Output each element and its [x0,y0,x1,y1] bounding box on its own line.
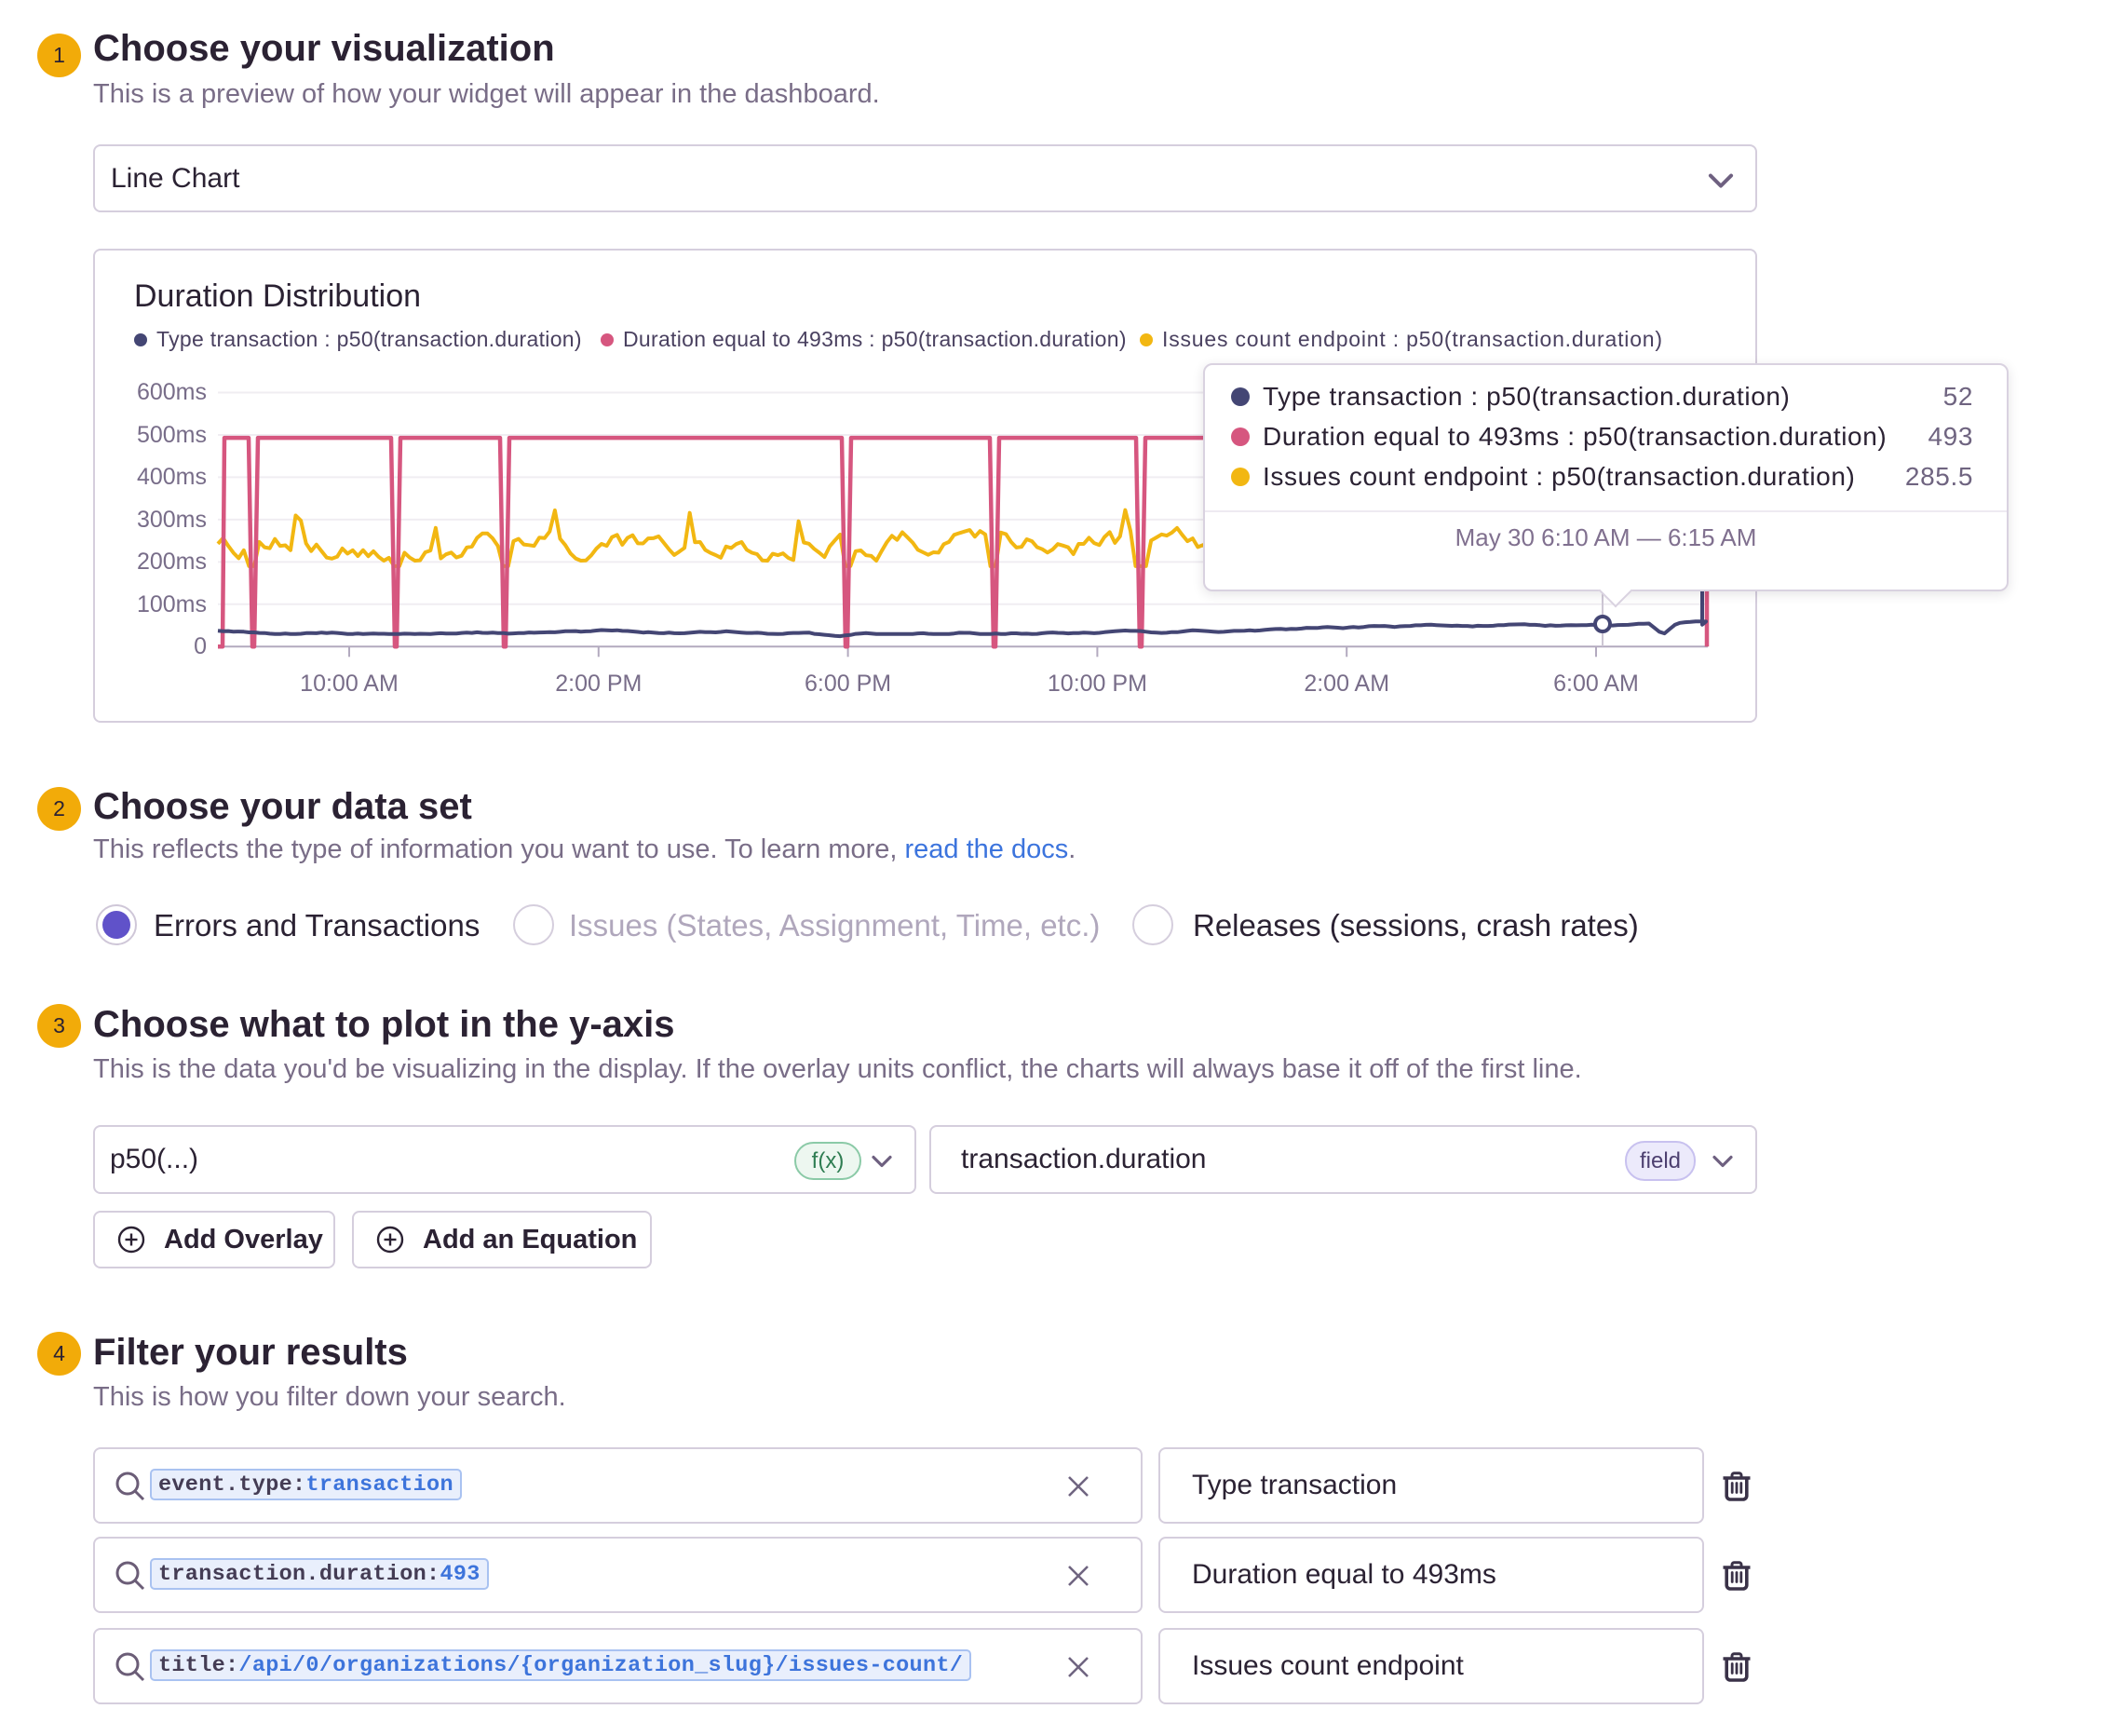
svg-text:300ms: 300ms [137,507,207,533]
svg-text:100ms: 100ms [137,591,207,617]
svg-text:10:00 AM: 10:00 AM [300,671,399,697]
svg-text:400ms: 400ms [137,464,207,490]
svg-text:6:00 PM: 6:00 PM [805,671,891,697]
svg-text:2:00 AM: 2:00 AM [1304,671,1389,697]
svg-text:10:00 PM: 10:00 PM [1048,671,1147,697]
svg-text:2:00 PM: 2:00 PM [555,671,642,697]
svg-text:500ms: 500ms [137,422,207,448]
svg-text:6:00 AM: 6:00 AM [1553,671,1639,697]
svg-text:200ms: 200ms [137,549,207,575]
svg-text:0: 0 [194,633,207,659]
svg-text:600ms: 600ms [137,379,207,405]
